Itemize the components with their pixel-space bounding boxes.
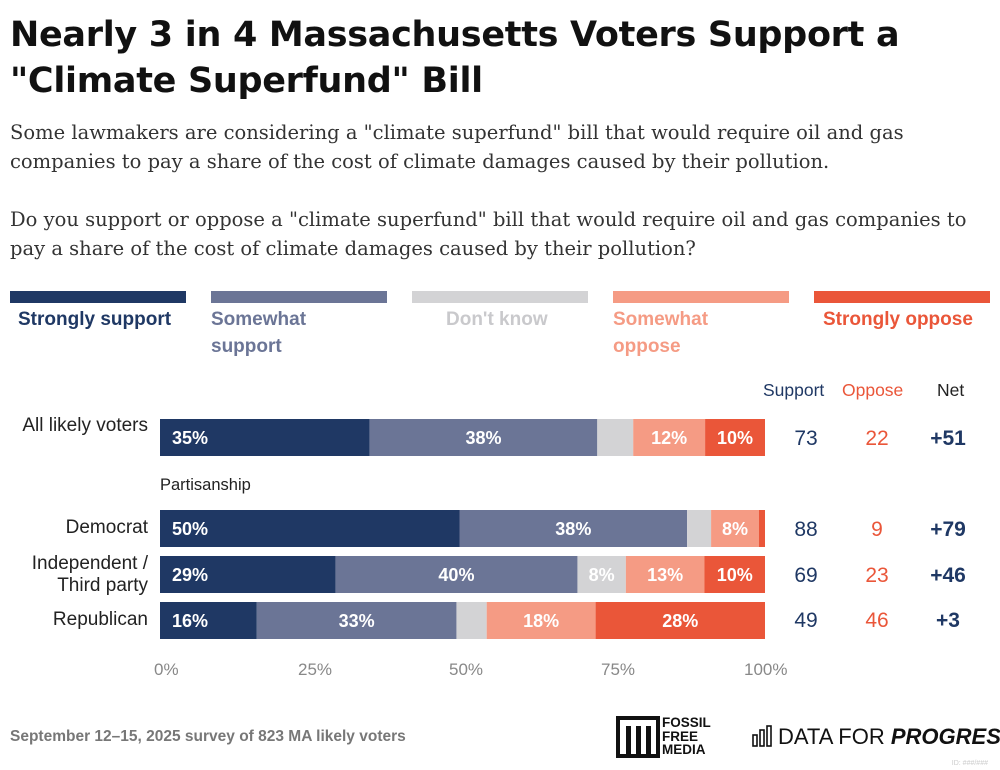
- oppose-value: 9: [871, 518, 883, 541]
- net-value: +51: [930, 427, 966, 450]
- x-tick-label: 25%: [298, 660, 333, 679]
- subtitle-question: Do you support or oppose a "climate supe…: [10, 208, 967, 260]
- fossil-free-media-logo-icon: [616, 716, 660, 758]
- legend-swatch-somewhat-support: [211, 291, 387, 303]
- net-value: +3: [936, 609, 960, 632]
- column-header-oppose: Oppose: [842, 380, 904, 400]
- fossil-free-media-wordmark: FOSSIL FREE MEDIA: [662, 715, 711, 757]
- data-label: 40%: [438, 565, 474, 585]
- bar-segment-strongly-support: [160, 556, 336, 593]
- legend-label-strongly-oppose: Strongly oppose: [823, 309, 973, 330]
- x-tick-label: 75%: [601, 660, 636, 679]
- watermark: ID: ###/###: [951, 760, 988, 767]
- bar-segment-strongly-support: [160, 419, 370, 456]
- x-tick-label: 100%: [744, 660, 788, 679]
- bar-segment-somewhat-oppose: [486, 602, 596, 639]
- bar-segment-strongly-oppose: [759, 510, 765, 547]
- data-label: 33%: [339, 611, 375, 631]
- bar-segment-dont-know: [456, 602, 487, 639]
- bar-segment-somewhat-oppose: [633, 419, 706, 456]
- legend-swatch-strongly-support: [10, 291, 186, 303]
- data-label: 28%: [662, 611, 698, 631]
- data-label: 18%: [523, 611, 559, 631]
- data-label: 16%: [172, 611, 208, 631]
- bar-segment-somewhat-support: [369, 419, 598, 456]
- bar-segment-somewhat-oppose: [711, 510, 760, 547]
- oppose-value: 22: [865, 427, 889, 450]
- bar-segment-dont-know: [687, 510, 712, 547]
- data-label: 12%: [651, 428, 687, 448]
- bar-segment-strongly-support: [160, 602, 257, 639]
- bar-segment-strongly-oppose: [705, 419, 765, 456]
- support-value: 88: [794, 518, 818, 541]
- bar-segment-strongly-oppose: [704, 556, 765, 593]
- x-tick-label: 50%: [449, 660, 484, 679]
- legend-label-dont-know: Don't know: [446, 309, 548, 330]
- net-value: +46: [930, 564, 966, 587]
- legend-swatch-somewhat-oppose: [613, 291, 789, 303]
- data-label: 38%: [465, 428, 501, 448]
- legend-swatch-dont-know: [412, 291, 588, 303]
- row-label-democrat: Democrat: [65, 517, 148, 538]
- support-value: 69: [794, 564, 818, 587]
- data-for-progress-logo: DATA FOR PROGRESS: [752, 724, 1000, 750]
- legend-label-somewhat-support: Somewhat support: [211, 309, 307, 357]
- bar-segment-somewhat-oppose: [625, 556, 705, 593]
- column-header-net: Net: [937, 380, 965, 400]
- page-title: Nearly 3 in 4 Massachusetts Voters Suppo…: [10, 15, 900, 101]
- oppose-value: 46: [865, 609, 889, 632]
- bar-segment-dont-know: [577, 556, 626, 593]
- data-label: 38%: [555, 519, 591, 539]
- data-label: 13%: [647, 565, 683, 585]
- source-footnote: September 12–15, 2025 survey of 823 MA l…: [10, 728, 406, 745]
- oppose-value: 23: [865, 564, 889, 587]
- support-value: 49: [794, 609, 818, 632]
- data-label: 35%: [172, 428, 208, 448]
- data-label: 8%: [589, 565, 615, 585]
- data-label: 29%: [172, 565, 208, 585]
- data-label: 10%: [717, 565, 753, 585]
- data-label: 8%: [722, 519, 748, 539]
- data-label: 10%: [717, 428, 753, 448]
- net-value: +79: [930, 518, 966, 541]
- data-label: 50%: [172, 519, 208, 539]
- legend-label-somewhat-oppose: Somewhat oppose: [613, 309, 709, 357]
- bar-segment-dont-know: [597, 419, 634, 456]
- subtitle-context: Some lawmakers are considering a "climat…: [10, 121, 904, 173]
- legend-swatch-strongly-oppose: [814, 291, 990, 303]
- column-header-support: Support: [763, 380, 825, 400]
- bar-segment-somewhat-support: [335, 556, 578, 593]
- bar-segment-strongly-support: [160, 510, 460, 547]
- support-value: 73: [794, 427, 818, 450]
- bar-segment-somewhat-support: [459, 510, 688, 547]
- x-tick-label: 0%: [154, 660, 179, 679]
- bar-segment-somewhat-support: [256, 602, 457, 639]
- row-label-all-likely-voters: All likely voters: [22, 415, 148, 436]
- bar-segment-strongly-oppose: [595, 602, 765, 639]
- legend-label-strongly-support: Strongly support: [18, 309, 172, 330]
- row-label-republican: Republican: [52, 609, 148, 630]
- group-label-partisanship: Partisanship: [160, 476, 251, 494]
- bar-chart-icon: [752, 725, 772, 747]
- row-label-independent: Independent / Third party: [31, 553, 148, 596]
